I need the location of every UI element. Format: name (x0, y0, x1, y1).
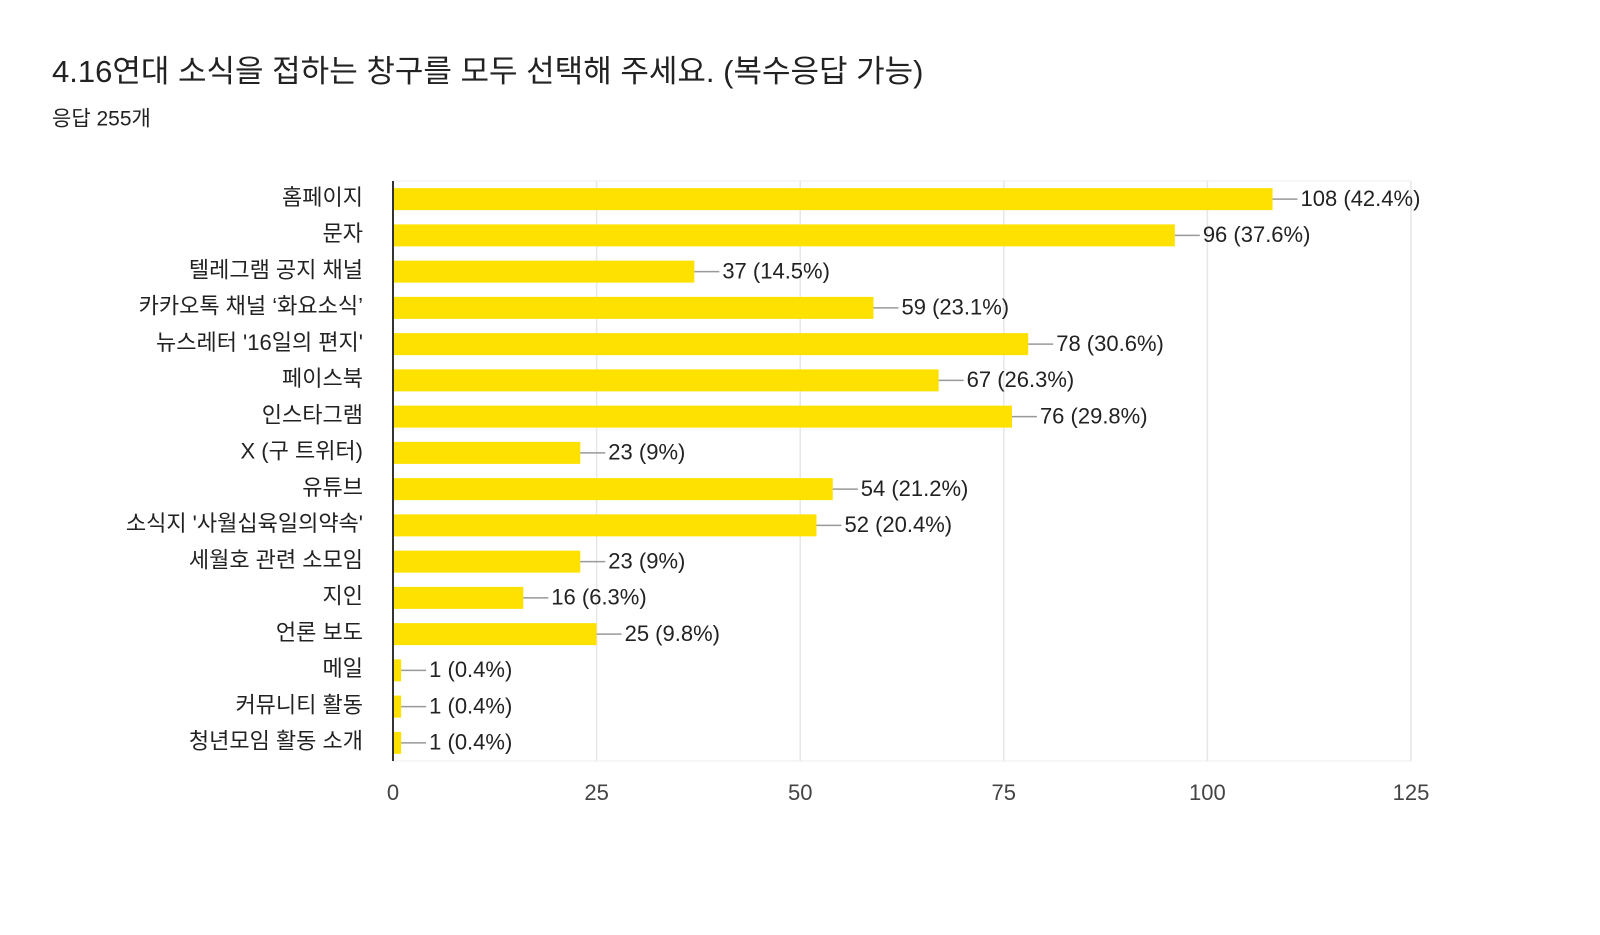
value-label: 52 (20.4%) (844, 512, 952, 537)
y-tick-label: X (구 트위터) (240, 439, 363, 464)
value-label: 1 (0.4%) (429, 693, 512, 718)
bar (393, 260, 695, 283)
y-tick-label: 메일 (323, 656, 363, 681)
bar (393, 224, 1175, 247)
chart-subtitle: 응답 255개 (52, 108, 151, 131)
value-label: 37 (14.5%) (722, 258, 830, 283)
bar (393, 369, 939, 392)
value-label: 25 (9.8%) (625, 621, 720, 646)
y-tick-label: 유튜브 (302, 475, 363, 500)
value-label: 1 (0.4%) (429, 657, 512, 682)
bar (393, 550, 581, 573)
x-tick-label: 125 (1393, 780, 1430, 805)
y-tick-label: 뉴스레터 '16일의 편지' (156, 330, 363, 355)
bar (393, 188, 1273, 211)
value-label: 78 (30.6%) (1056, 331, 1164, 356)
y-tick-label: 지인 (323, 584, 363, 609)
bar (393, 441, 581, 464)
value-label: 108 (42.4%) (1301, 186, 1421, 211)
y-tick-label: 텔레그램 공지 채널 (189, 257, 363, 282)
bar (393, 731, 402, 754)
value-label: 1 (0.4%) (429, 730, 512, 755)
value-label: 16 (6.3%) (551, 585, 646, 610)
value-label: 23 (9%) (608, 548, 685, 573)
bar (393, 514, 817, 537)
y-tick-label: 인스타그램 (262, 402, 363, 427)
y-tick-label: 언론 보도 (276, 620, 363, 645)
y-tick-label: 청년모임 활동 소개 (189, 729, 363, 754)
y-tick-label: 홈페이지 (282, 185, 363, 210)
y-tick-label: 문자 (323, 221, 363, 246)
y-tick-label: 카카오톡 채널 ‘화요소식’ (139, 294, 363, 319)
bar (393, 695, 402, 718)
value-label: 54 (21.2%) (861, 476, 969, 501)
bar (393, 296, 874, 319)
value-label: 76 (29.8%) (1040, 403, 1148, 428)
value-label: 59 (23.1%) (901, 295, 1009, 320)
bar (393, 478, 833, 501)
bar (393, 659, 402, 682)
bar (393, 623, 597, 646)
chart-title: 4.16연대 소식을 접하는 창구를 모두 선택해 주세요. (복수응답 가능) (52, 54, 924, 89)
value-label: 67 (26.3%) (967, 367, 1075, 392)
x-tick-label: 25 (584, 780, 608, 805)
bar (393, 586, 524, 609)
bar (393, 405, 1012, 428)
y-tick-label: 커뮤니티 활동 (235, 692, 363, 717)
y-tick-label: 페이스북 (282, 366, 363, 391)
x-tick-label: 50 (788, 780, 812, 805)
value-label: 96 (37.6%) (1203, 222, 1311, 247)
value-label: 23 (9%) (608, 440, 685, 465)
x-tick-label: 100 (1189, 780, 1226, 805)
y-tick-label: 소식지 '사월십육일의약속' (126, 511, 363, 536)
x-tick-label: 0 (387, 780, 399, 805)
bar (393, 333, 1029, 356)
y-tick-label: 세월호 관련 소모임 (189, 547, 363, 572)
x-tick-label: 75 (992, 780, 1016, 805)
